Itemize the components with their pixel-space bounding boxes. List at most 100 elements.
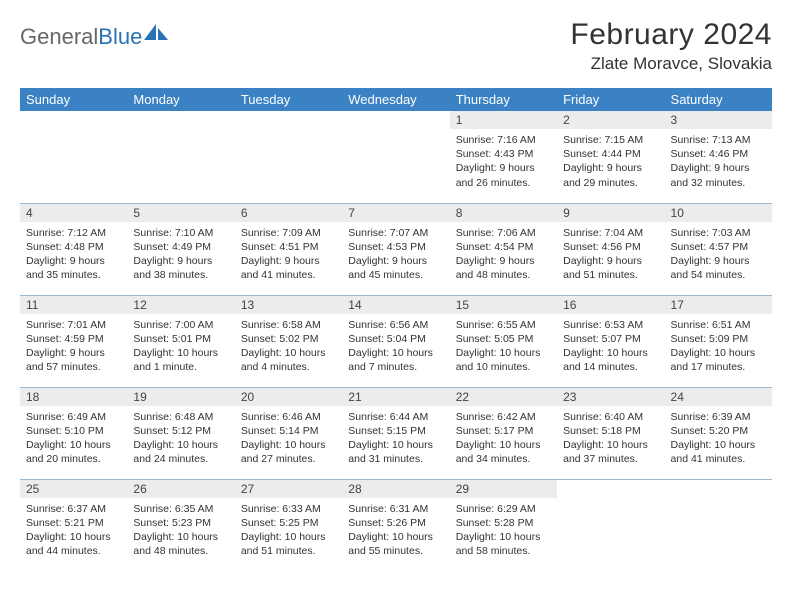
header: GeneralBlue February 2024 Zlate Moravce,… [20, 18, 772, 74]
sunset-text: Sunset: 4:44 PM [563, 147, 658, 161]
sunrise-text: Sunrise: 6:51 AM [671, 318, 766, 332]
sunrise-text: Sunrise: 7:01 AM [26, 318, 121, 332]
day-info: Sunrise: 6:58 AMSunset: 5:02 PMDaylight:… [235, 314, 342, 375]
calendar-cell: 27Sunrise: 6:33 AMSunset: 5:25 PMDayligh… [235, 479, 342, 571]
day-info: Sunrise: 7:03 AMSunset: 4:57 PMDaylight:… [665, 222, 772, 283]
calendar-cell: 9Sunrise: 7:04 AMSunset: 4:56 PMDaylight… [557, 203, 664, 295]
calendar-row: 4Sunrise: 7:12 AMSunset: 4:48 PMDaylight… [20, 203, 772, 295]
daylight-text: Daylight: 10 hours and 24 minutes. [133, 438, 228, 466]
daylight-text: Daylight: 10 hours and 58 minutes. [456, 530, 551, 558]
calendar-head: SundayMondayTuesdayWednesdayThursdayFrid… [20, 88, 772, 111]
calendar-cell: 16Sunrise: 6:53 AMSunset: 5:07 PMDayligh… [557, 295, 664, 387]
weekday-header: Sunday [20, 88, 127, 111]
daylight-text: Daylight: 10 hours and 48 minutes. [133, 530, 228, 558]
sunrise-text: Sunrise: 6:31 AM [348, 502, 443, 516]
day-number: 25 [20, 480, 127, 498]
daylight-text: Daylight: 9 hours and 26 minutes. [456, 161, 551, 189]
day-info: Sunrise: 7:00 AMSunset: 5:01 PMDaylight:… [127, 314, 234, 375]
daylight-text: Daylight: 10 hours and 31 minutes. [348, 438, 443, 466]
daylight-text: Daylight: 10 hours and 4 minutes. [241, 346, 336, 374]
sunrise-text: Sunrise: 6:39 AM [671, 410, 766, 424]
day-info: Sunrise: 6:44 AMSunset: 5:15 PMDaylight:… [342, 406, 449, 467]
calendar-cell: .. [342, 111, 449, 203]
day-info: Sunrise: 6:51 AMSunset: 5:09 PMDaylight:… [665, 314, 772, 375]
daylight-text: Daylight: 9 hours and 51 minutes. [563, 254, 658, 282]
day-number: 28 [342, 480, 449, 498]
day-info: Sunrise: 7:10 AMSunset: 4:49 PMDaylight:… [127, 222, 234, 283]
sunrise-text: Sunrise: 6:55 AM [456, 318, 551, 332]
sunset-text: Sunset: 5:18 PM [563, 424, 658, 438]
calendar-cell: .. [665, 479, 772, 571]
weekday-header: Tuesday [235, 88, 342, 111]
daylight-text: Daylight: 10 hours and 41 minutes. [671, 438, 766, 466]
calendar-cell: 24Sunrise: 6:39 AMSunset: 5:20 PMDayligh… [665, 387, 772, 479]
sunset-text: Sunset: 4:43 PM [456, 147, 551, 161]
day-info: Sunrise: 6:53 AMSunset: 5:07 PMDaylight:… [557, 314, 664, 375]
day-number: 16 [557, 296, 664, 314]
sunrise-text: Sunrise: 7:09 AM [241, 226, 336, 240]
calendar-cell: 4Sunrise: 7:12 AMSunset: 4:48 PMDaylight… [20, 203, 127, 295]
day-number: 6 [235, 204, 342, 222]
day-number: 22 [450, 388, 557, 406]
day-number: 9 [557, 204, 664, 222]
sunrise-text: Sunrise: 7:06 AM [456, 226, 551, 240]
calendar-cell: 10Sunrise: 7:03 AMSunset: 4:57 PMDayligh… [665, 203, 772, 295]
calendar-cell: 14Sunrise: 6:56 AMSunset: 5:04 PMDayligh… [342, 295, 449, 387]
sunrise-text: Sunrise: 6:40 AM [563, 410, 658, 424]
calendar-cell: .. [127, 111, 234, 203]
sunset-text: Sunset: 5:04 PM [348, 332, 443, 346]
day-info: Sunrise: 7:06 AMSunset: 4:54 PMDaylight:… [450, 222, 557, 283]
day-number: 17 [665, 296, 772, 314]
sunset-text: Sunset: 5:17 PM [456, 424, 551, 438]
day-number: 29 [450, 480, 557, 498]
day-number: 8 [450, 204, 557, 222]
day-info: Sunrise: 7:16 AMSunset: 4:43 PMDaylight:… [450, 129, 557, 190]
daylight-text: Daylight: 10 hours and 37 minutes. [563, 438, 658, 466]
calendar-cell: 5Sunrise: 7:10 AMSunset: 4:49 PMDaylight… [127, 203, 234, 295]
calendar-body: ........1Sunrise: 7:16 AMSunset: 4:43 PM… [20, 111, 772, 571]
sail-icon [144, 22, 170, 47]
day-info: Sunrise: 6:33 AMSunset: 5:25 PMDaylight:… [235, 498, 342, 559]
daylight-text: Daylight: 9 hours and 54 minutes. [671, 254, 766, 282]
sunset-text: Sunset: 5:15 PM [348, 424, 443, 438]
day-info: Sunrise: 6:31 AMSunset: 5:26 PMDaylight:… [342, 498, 449, 559]
sunrise-text: Sunrise: 7:07 AM [348, 226, 443, 240]
day-number: 20 [235, 388, 342, 406]
day-info: Sunrise: 6:55 AMSunset: 5:05 PMDaylight:… [450, 314, 557, 375]
sunset-text: Sunset: 5:07 PM [563, 332, 658, 346]
day-info: Sunrise: 7:01 AMSunset: 4:59 PMDaylight:… [20, 314, 127, 375]
daylight-text: Daylight: 9 hours and 35 minutes. [26, 254, 121, 282]
sunset-text: Sunset: 5:28 PM [456, 516, 551, 530]
sunrise-text: Sunrise: 6:35 AM [133, 502, 228, 516]
day-info: Sunrise: 7:12 AMSunset: 4:48 PMDaylight:… [20, 222, 127, 283]
day-info: Sunrise: 6:40 AMSunset: 5:18 PMDaylight:… [557, 406, 664, 467]
day-number: 14 [342, 296, 449, 314]
calendar-cell: 6Sunrise: 7:09 AMSunset: 4:51 PMDaylight… [235, 203, 342, 295]
sunrise-text: Sunrise: 7:12 AM [26, 226, 121, 240]
daylight-text: Daylight: 10 hours and 10 minutes. [456, 346, 551, 374]
daylight-text: Daylight: 9 hours and 57 minutes. [26, 346, 121, 374]
sunrise-text: Sunrise: 7:15 AM [563, 133, 658, 147]
day-number: 27 [235, 480, 342, 498]
daylight-text: Daylight: 9 hours and 45 minutes. [348, 254, 443, 282]
location: Zlate Moravce, Slovakia [570, 54, 772, 74]
day-info: Sunrise: 7:15 AMSunset: 4:44 PMDaylight:… [557, 129, 664, 190]
daylight-text: Daylight: 10 hours and 14 minutes. [563, 346, 658, 374]
day-info: Sunrise: 6:29 AMSunset: 5:28 PMDaylight:… [450, 498, 557, 559]
title-block: February 2024 Zlate Moravce, Slovakia [570, 18, 772, 74]
month-title: February 2024 [570, 18, 772, 52]
sunrise-text: Sunrise: 6:46 AM [241, 410, 336, 424]
sunset-text: Sunset: 4:51 PM [241, 240, 336, 254]
weekday-header: Friday [557, 88, 664, 111]
calendar-cell: 28Sunrise: 6:31 AMSunset: 5:26 PMDayligh… [342, 479, 449, 571]
daylight-text: Daylight: 10 hours and 55 minutes. [348, 530, 443, 558]
sunset-text: Sunset: 5:26 PM [348, 516, 443, 530]
calendar-cell: 8Sunrise: 7:06 AMSunset: 4:54 PMDaylight… [450, 203, 557, 295]
sunrise-text: Sunrise: 7:16 AM [456, 133, 551, 147]
daylight-text: Daylight: 10 hours and 27 minutes. [241, 438, 336, 466]
day-number: 24 [665, 388, 772, 406]
day-number: 4 [20, 204, 127, 222]
day-number: 2 [557, 111, 664, 129]
calendar-cell: .. [20, 111, 127, 203]
calendar-table: SundayMondayTuesdayWednesdayThursdayFrid… [20, 88, 772, 571]
